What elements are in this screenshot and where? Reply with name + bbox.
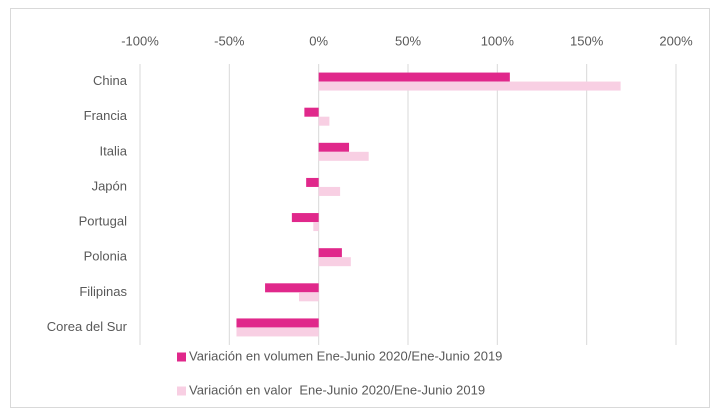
- bar: [318, 186, 341, 196]
- legend-swatch: [177, 386, 186, 396]
- bar: [318, 151, 369, 161]
- bar: [318, 81, 621, 91]
- x-tick-label: 100%: [481, 33, 515, 48]
- y-tick-label: Filipinas: [79, 284, 127, 299]
- bar: [318, 116, 330, 126]
- y-tick-label: Polonia: [84, 249, 128, 264]
- bar: [304, 107, 319, 117]
- x-tick-label: -50%: [214, 33, 245, 48]
- x-tick-label: 150%: [570, 33, 604, 48]
- x-tick-label: -100%: [121, 33, 159, 48]
- y-tick-label: Corea del Sur: [47, 319, 128, 334]
- bar: [318, 248, 342, 258]
- y-tick-label: Japón: [92, 178, 127, 193]
- x-tick-label: 200%: [659, 33, 693, 48]
- bar: [291, 213, 319, 223]
- y-tick-label: Francia: [84, 108, 128, 123]
- bar: [318, 257, 351, 267]
- bar: [299, 292, 319, 302]
- bar: [236, 318, 319, 328]
- x-tick-label: 0%: [309, 33, 328, 48]
- y-tick-label: Portugal: [79, 214, 128, 229]
- bar: [265, 283, 319, 293]
- bar: [318, 142, 350, 152]
- x-tick-label: 50%: [395, 33, 421, 48]
- legend-label: Variación en volumen Ene-Junio 2020/Ene-…: [189, 348, 502, 363]
- legend-label: Variación en valor Ene-Junio 2020/Ene-Ju…: [189, 382, 485, 397]
- bar: [236, 327, 319, 337]
- y-tick-label: Italia: [100, 143, 128, 158]
- bar: [313, 222, 319, 232]
- legend-swatch: [177, 352, 186, 362]
- bar: [306, 177, 319, 187]
- y-tick-label: China: [93, 73, 128, 88]
- bar: [318, 72, 510, 82]
